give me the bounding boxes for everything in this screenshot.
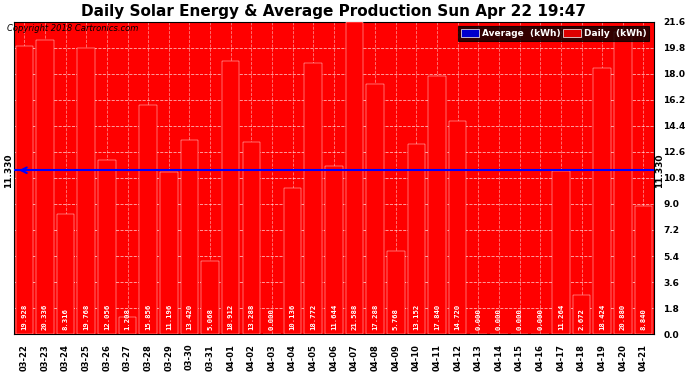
Text: 11.196: 11.196 (166, 303, 172, 330)
Bar (593, 68, 611, 334)
Text: 0.000: 0.000 (517, 308, 522, 330)
Text: 0.000: 0.000 (496, 308, 502, 330)
Bar (139, 105, 157, 334)
Text: 5.768: 5.768 (393, 308, 399, 330)
Bar (201, 261, 219, 334)
Text: 18.772: 18.772 (310, 303, 316, 330)
Bar (181, 140, 198, 334)
Bar (325, 166, 343, 334)
Text: 11.330: 11.330 (655, 153, 664, 188)
Legend: Average  (kWh), Daily  (kWh): Average (kWh), Daily (kWh) (458, 26, 649, 40)
Text: 13.288: 13.288 (248, 303, 255, 330)
Bar (408, 144, 425, 334)
Text: 19.768: 19.768 (83, 303, 89, 330)
Bar (77, 48, 95, 334)
Text: 13.152: 13.152 (413, 303, 420, 330)
Bar (428, 76, 446, 334)
Text: 8.840: 8.840 (640, 308, 647, 330)
Bar (36, 40, 54, 334)
Bar (16, 46, 33, 334)
Bar (160, 172, 177, 334)
Text: 17.288: 17.288 (372, 303, 378, 330)
Bar (222, 61, 239, 334)
Text: 19.928: 19.928 (21, 303, 28, 330)
Text: 14.720: 14.720 (455, 303, 461, 330)
Bar (366, 84, 384, 334)
Bar (552, 171, 570, 334)
Text: 15.856: 15.856 (145, 303, 151, 330)
Text: 20.336: 20.336 (42, 303, 48, 330)
Text: 18.912: 18.912 (228, 303, 234, 330)
Text: 17.840: 17.840 (434, 303, 440, 330)
Text: 0.000: 0.000 (538, 308, 543, 330)
Bar (635, 206, 652, 334)
Text: 12.056: 12.056 (104, 303, 110, 330)
Text: 20.880: 20.880 (620, 303, 626, 330)
Text: 11.330: 11.330 (4, 153, 13, 188)
Text: Copyright 2018 Cartronics.com: Copyright 2018 Cartronics.com (7, 24, 138, 33)
Bar (98, 160, 116, 334)
Bar (284, 188, 302, 334)
Bar (449, 121, 466, 334)
Text: 1.208: 1.208 (124, 308, 130, 330)
Text: 13.420: 13.420 (186, 303, 193, 330)
Bar (57, 214, 75, 334)
Bar (573, 296, 590, 334)
Text: 11.264: 11.264 (558, 303, 564, 330)
Bar (119, 316, 137, 334)
Bar (346, 22, 364, 334)
Text: 0.000: 0.000 (475, 308, 482, 330)
Text: 18.424: 18.424 (599, 303, 605, 330)
Text: 21.588: 21.588 (351, 303, 357, 330)
Bar (243, 142, 260, 334)
Text: 8.316: 8.316 (63, 308, 68, 330)
Text: 2.672: 2.672 (578, 308, 584, 330)
Text: 11.644: 11.644 (331, 303, 337, 330)
Bar (614, 32, 631, 334)
Bar (304, 63, 322, 334)
Text: 10.136: 10.136 (290, 303, 295, 330)
Text: 0.000: 0.000 (269, 308, 275, 330)
Bar (387, 251, 404, 334)
Text: 5.068: 5.068 (207, 308, 213, 330)
Title: Daily Solar Energy & Average Production Sun Apr 22 19:47: Daily Solar Energy & Average Production … (81, 4, 586, 19)
